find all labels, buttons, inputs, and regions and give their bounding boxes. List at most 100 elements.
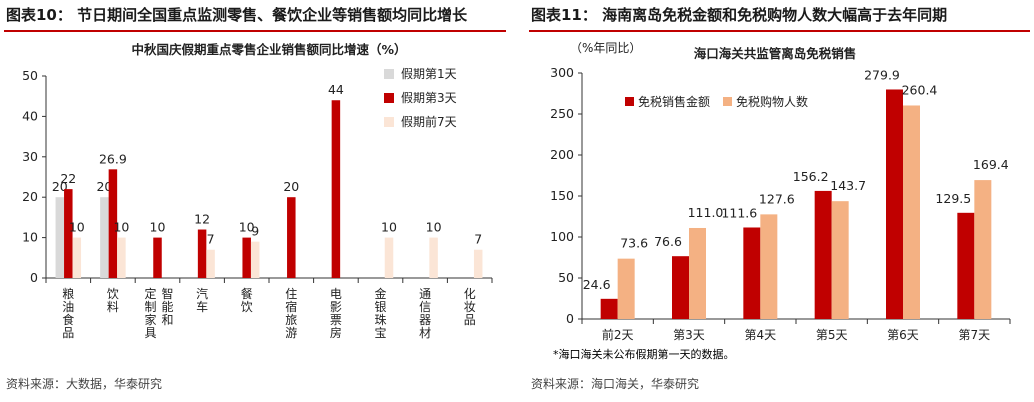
data-label: 279.9	[864, 67, 900, 82]
data-label: 10	[426, 220, 442, 235]
x-category-label: 妆	[464, 300, 476, 314]
data-label: 7	[207, 232, 215, 247]
bar	[331, 100, 341, 279]
data-label: 129.5	[935, 191, 971, 206]
data-label: 7	[474, 232, 482, 247]
chart-title: 中秋国庆假期重点零售企业销售额同比增速（%）	[131, 42, 406, 57]
y-tick-label: 50	[558, 270, 574, 285]
x-category-label: 品	[464, 313, 476, 327]
x-category-label: 餐	[241, 286, 253, 301]
x-category-label: 电	[330, 287, 342, 301]
x-category-label: 家	[144, 312, 156, 327]
bar	[429, 237, 438, 278]
y-tick-label: 100	[550, 229, 574, 244]
chart-title: 海口海关共监管离岛免税销售	[694, 46, 857, 61]
right-figure-title: 图表11： 海南离岛免税金额和免税购物人数大幅高于去年同期	[531, 6, 948, 24]
x-category-label: 信	[419, 300, 431, 314]
x-category-label: 食	[62, 312, 74, 327]
x-category-label: 油	[62, 300, 74, 314]
data-label: 127.6	[759, 191, 795, 206]
x-category-label: 游	[285, 326, 297, 340]
data-label: 10	[381, 220, 397, 235]
bar	[117, 237, 126, 278]
x-category-label: 粮	[62, 286, 74, 301]
data-label: 9	[251, 224, 259, 239]
bar	[287, 197, 296, 278]
y-tick-label: 40	[22, 108, 38, 123]
bar	[473, 249, 483, 278]
data-label: 20	[283, 179, 299, 194]
x-category-label: 票	[330, 313, 342, 327]
x-category-label: 第6天	[887, 328, 919, 342]
left-bar-chart: 中秋国庆假期重点零售企业销售额同比增速（%）01020304050202210粮…	[22, 42, 493, 340]
bar	[250, 241, 260, 278]
bar	[600, 298, 618, 319]
legend-label: 假期第3天	[401, 91, 457, 105]
bar	[831, 201, 849, 319]
x-category-label: 宿	[285, 299, 297, 314]
x-category-label: 定	[144, 286, 156, 301]
bar	[100, 197, 109, 278]
left-figure-title: 图表10： 节日期间全国重点监测零售、餐饮企业等销售额均同比增长	[6, 6, 468, 24]
x-category-label: 饮	[107, 287, 119, 301]
data-label: 10	[239, 220, 255, 235]
x-category-label: 旅	[285, 313, 297, 327]
x-category-label: 第4天	[745, 328, 777, 342]
data-label: 169.4	[973, 157, 1009, 172]
x-category-label: 汽	[196, 286, 208, 301]
data-label: 76.6	[654, 234, 682, 249]
y-tick-label: 0	[566, 311, 574, 326]
legend-swatch	[384, 117, 394, 127]
bar	[108, 169, 118, 278]
x-category-label: 饮	[241, 300, 253, 314]
bar	[672, 256, 689, 319]
data-label: 143.7	[830, 178, 866, 193]
data-label: 22	[60, 171, 76, 186]
x-category-label: 珠	[374, 313, 386, 327]
data-label: 44	[328, 82, 344, 97]
x-category-label: 能	[161, 300, 173, 314]
left-source-text: 资料来源：大数据，华泰研究	[6, 377, 163, 391]
bar	[197, 229, 207, 278]
legend-swatch	[625, 97, 634, 106]
data-label: 10	[150, 220, 166, 235]
legend-swatch	[384, 93, 394, 103]
bar	[64, 189, 73, 278]
x-category-label: 宝	[374, 326, 386, 340]
left-title-rule	[4, 30, 506, 32]
data-label: 260.4	[902, 82, 938, 97]
bar	[760, 214, 778, 319]
x-category-label: 房	[330, 325, 342, 340]
right-source-text: 资料来源：海口海关，华泰研究	[531, 377, 700, 391]
x-category-label: 化	[464, 287, 476, 301]
data-label: 12	[194, 212, 210, 227]
y-tick-label: 150	[550, 188, 574, 203]
x-category-label: 影	[330, 300, 342, 314]
legend-label: 免税购物人数	[736, 94, 808, 109]
x-category-label: 和	[161, 313, 173, 327]
left-figure-panel: 图表10： 节日期间全国重点监测零售、餐饮企业等销售额均同比增长 中秋国庆假期重…	[0, 0, 510, 402]
data-label: 111.0	[688, 205, 724, 220]
x-category-label: 制	[144, 300, 156, 314]
y-tick-label: 300	[550, 65, 574, 80]
x-category-label: 第7天	[959, 328, 991, 342]
x-category-label: 智	[161, 286, 173, 301]
y-tick-label: 30	[22, 149, 38, 164]
data-label: 111.6	[721, 205, 757, 220]
y-tick-label: 20	[22, 189, 38, 204]
data-label: 24.6	[583, 277, 611, 292]
bar	[689, 227, 706, 319]
bar	[72, 237, 82, 278]
x-category-label: 住	[285, 287, 297, 301]
x-category-label: 材	[419, 326, 431, 340]
x-category-label: 前2天	[602, 327, 634, 342]
x-category-label: 第3天	[673, 328, 705, 342]
legend-label: 免税销售金额	[638, 94, 710, 109]
bar	[617, 258, 635, 319]
x-category-label: 第5天	[816, 328, 848, 342]
y-tick-label: 10	[22, 230, 38, 245]
y-tick-label: 200	[550, 147, 574, 162]
right-footnote: *海口海关未公布假期第一天的数据。	[553, 348, 735, 361]
legend-swatch	[723, 97, 732, 106]
data-label: 73.6	[620, 236, 648, 251]
